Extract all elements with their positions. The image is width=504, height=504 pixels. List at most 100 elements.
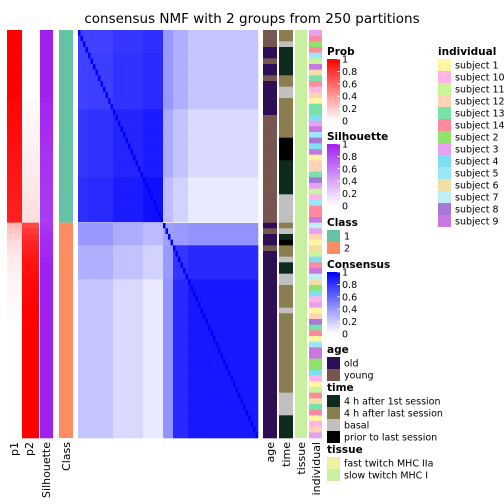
- consensus-cell: [205, 330, 209, 337]
- consensus-cell: [190, 154, 194, 161]
- consensus-cell: [180, 81, 184, 87]
- consensus-cell: [218, 98, 221, 104]
- consensus-cell: [83, 228, 86, 235]
- consensus-cell: [245, 228, 249, 235]
- consensus-cell: [148, 381, 151, 388]
- prob-p2-cell: [22, 143, 39, 150]
- consensus-cell: [250, 58, 254, 65]
- consensus-cell: [148, 58, 151, 65]
- consensus-cell: [145, 52, 149, 59]
- consensus-cell: [125, 47, 129, 53]
- consensus-cell: [80, 234, 84, 240]
- consensus-cell: [193, 132, 196, 138]
- consensus-cell: [83, 296, 86, 303]
- consensus-cell: [95, 228, 99, 235]
- consensus-cell: [218, 398, 221, 405]
- consensus-cell: [118, 336, 121, 342]
- consensus-cell: [190, 375, 194, 382]
- consensus-cell: [223, 154, 226, 161]
- consensus-cell: [145, 183, 149, 189]
- consensus-cell: [153, 381, 156, 388]
- consensus-cell: [218, 160, 221, 167]
- consensus-cell: [233, 392, 236, 399]
- consensus-cell: [125, 41, 129, 48]
- consensus-cell: [195, 364, 199, 371]
- consensus-cell: [205, 336, 209, 342]
- consensus-cell: [125, 137, 129, 144]
- consensus-cell: [110, 132, 114, 138]
- consensus-cell: [130, 313, 134, 320]
- consensus-cell: [198, 154, 201, 161]
- consensus-cell: [123, 358, 126, 365]
- consensus-cell: [188, 205, 191, 212]
- consensus-cell: [213, 64, 216, 70]
- consensus-cell: [80, 35, 84, 42]
- consensus-cell: [88, 222, 91, 229]
- consensus-cell: [198, 205, 201, 212]
- consensus-cell: [103, 375, 106, 382]
- consensus-cell: [83, 370, 86, 376]
- consensus-cell: [238, 268, 241, 274]
- consensus-cell: [245, 319, 249, 325]
- consensus-cell: [195, 132, 199, 138]
- consensus-cell: [215, 256, 219, 263]
- consensus-cell: [120, 75, 124, 82]
- consensus-cell: [98, 387, 101, 393]
- consensus-cell: [120, 86, 124, 93]
- consensus-cell: [233, 52, 236, 59]
- consensus-cell: [180, 211, 184, 218]
- consensus-cell: [140, 69, 144, 76]
- consensus-cell: [93, 251, 96, 257]
- consensus-cell: [225, 154, 229, 161]
- consensus-cell: [108, 149, 111, 155]
- consensus-cell: [248, 171, 251, 178]
- consensus-cell: [185, 120, 189, 127]
- consensus-cell: [130, 285, 134, 291]
- consensus-cell: [103, 234, 106, 240]
- consensus-cell: [200, 239, 204, 246]
- consensus-cell: [193, 183, 196, 189]
- consensus-cell: [255, 115, 259, 121]
- consensus-cell: [155, 313, 159, 320]
- consensus-cell: [170, 217, 174, 223]
- consensus-cell: [90, 398, 94, 405]
- consensus-cell: [115, 81, 119, 87]
- consensus-cell: [225, 183, 229, 189]
- consensus-cell: [143, 234, 146, 240]
- consensus-cell: [120, 171, 124, 178]
- consensus-cell: [80, 330, 84, 337]
- consensus-cell: [228, 358, 231, 365]
- consensus-cell: [205, 35, 209, 42]
- consensus-cell: [168, 228, 171, 235]
- consensus-cell: [210, 103, 214, 110]
- consensus-cell: [98, 103, 101, 110]
- consensus-cell: [190, 30, 194, 36]
- consensus-cell: [180, 75, 184, 82]
- consensus-cell: [125, 81, 129, 87]
- consensus-cell: [198, 370, 201, 376]
- consensus-cell: [83, 98, 86, 104]
- consensus-cell: [88, 149, 91, 155]
- consensus-cell: [240, 58, 244, 65]
- consensus-cell: [155, 358, 159, 365]
- consensus-cell: [223, 245, 226, 252]
- consensus-cell: [168, 52, 171, 59]
- consensus-cell: [203, 137, 206, 144]
- silhouette-cell: [40, 324, 53, 331]
- consensus-cell: [150, 132, 154, 138]
- consensus-cell: [185, 353, 189, 359]
- consensus-cell: [108, 347, 111, 354]
- prob-p2-cell: [22, 149, 39, 155]
- consensus-cell: [133, 200, 136, 206]
- consensus-cell: [125, 336, 129, 342]
- consensus-cell: [103, 222, 106, 229]
- consensus-cell: [88, 364, 91, 371]
- consensus-cell: [85, 69, 89, 76]
- consensus-cell: [170, 58, 174, 65]
- consensus-cell: [218, 279, 221, 286]
- consensus-cell: [168, 58, 171, 65]
- consensus-cell: [183, 341, 186, 348]
- consensus-cell: [208, 188, 211, 195]
- consensus-cell: [153, 137, 156, 144]
- consensus-cell: [143, 381, 146, 388]
